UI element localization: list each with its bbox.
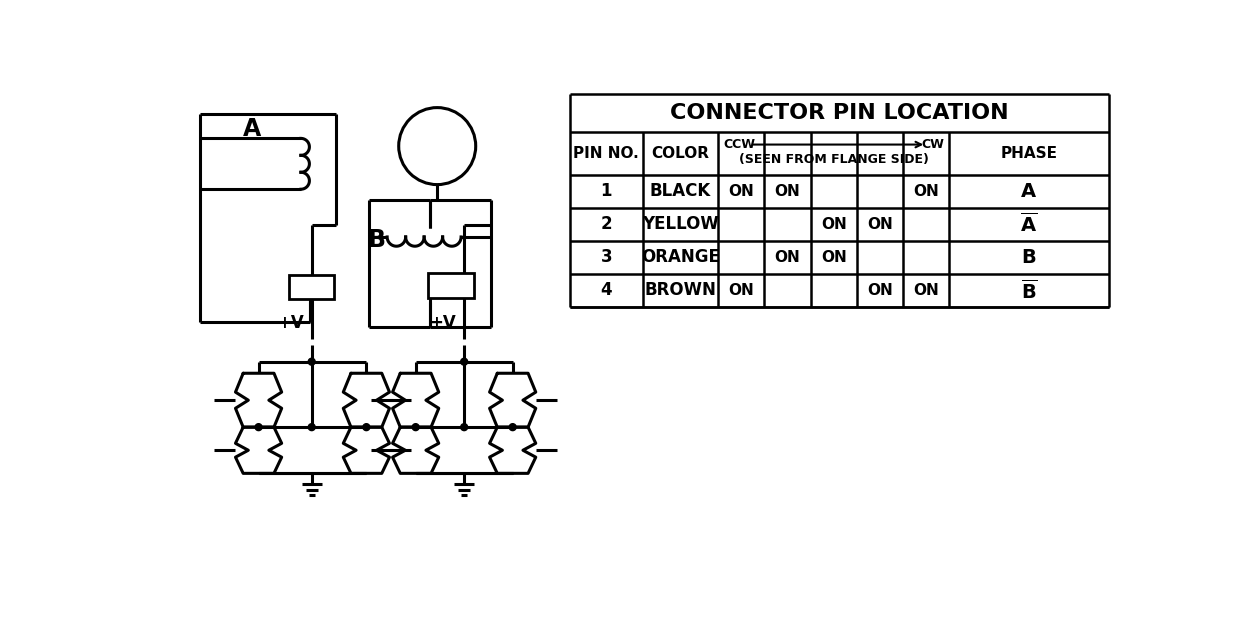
Text: BROWN: BROWN (645, 282, 717, 300)
Text: ON: ON (774, 250, 801, 265)
Text: $\overline{\mathbf{B}}$: $\overline{\mathbf{B}}$ (1020, 278, 1038, 302)
Text: (SEEN FROM FLANGE SIDE): (SEEN FROM FLANGE SIDE) (739, 154, 929, 166)
Text: $\overline{\mathbf{A}}$: $\overline{\mathbf{A}}$ (1020, 212, 1038, 236)
Text: $\overline{\mathbf{A}}$: $\overline{\mathbf{A}}$ (304, 275, 320, 299)
Text: BLACK: BLACK (650, 182, 712, 200)
Text: ON: ON (774, 184, 801, 198)
Text: CW: CW (921, 138, 945, 151)
Text: +V: +V (277, 314, 304, 332)
Circle shape (412, 424, 419, 431)
Circle shape (255, 424, 262, 431)
Text: CCW: CCW (723, 138, 754, 151)
Text: 2: 2 (600, 215, 612, 233)
Circle shape (461, 358, 468, 365)
Text: ON: ON (821, 217, 847, 232)
Bar (428, 273, 474, 298)
Circle shape (510, 424, 516, 431)
Text: B: B (368, 228, 387, 252)
Circle shape (309, 358, 315, 365)
Text: ON: ON (728, 283, 754, 298)
Text: PHASE: PHASE (1000, 146, 1058, 161)
Text: 3: 3 (600, 248, 612, 266)
Text: 4: 4 (600, 282, 612, 300)
Text: ON: ON (821, 250, 847, 265)
Text: COLOR: COLOR (651, 146, 709, 161)
Text: 1: 1 (600, 182, 612, 200)
Text: A: A (1022, 182, 1037, 201)
Text: ON: ON (914, 184, 939, 198)
Circle shape (461, 424, 468, 431)
Circle shape (363, 424, 370, 431)
Text: +V: +V (429, 314, 456, 332)
Text: CONNECTOR PIN LOCATION: CONNECTOR PIN LOCATION (670, 103, 1009, 123)
Circle shape (309, 424, 315, 431)
Text: A: A (243, 117, 261, 141)
Text: PIN NO.: PIN NO. (574, 146, 639, 161)
Bar (290, 275, 334, 298)
Text: $\overline{\mathbf{B}}$: $\overline{\mathbf{B}}$ (443, 274, 459, 297)
Text: ON: ON (728, 184, 754, 198)
Text: B: B (1022, 248, 1037, 267)
Text: ON: ON (867, 217, 892, 232)
Text: ON: ON (867, 283, 892, 298)
Text: YELLOW: YELLOW (643, 215, 719, 233)
Text: ON: ON (914, 283, 939, 298)
Text: ORANGE: ORANGE (641, 248, 720, 266)
